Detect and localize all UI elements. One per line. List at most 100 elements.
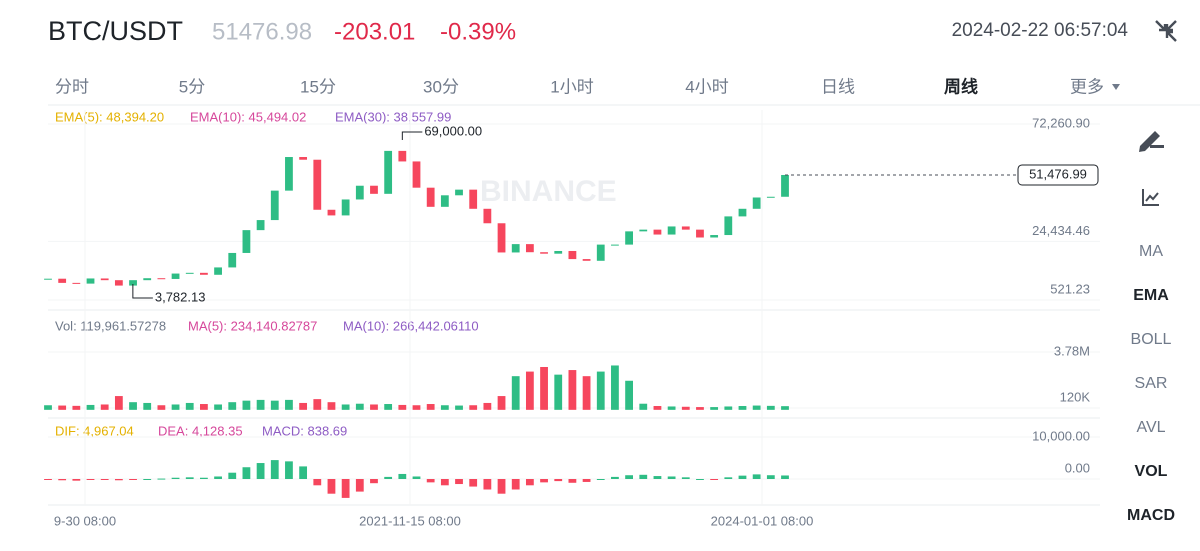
- macd-bar: [44, 479, 52, 480]
- macd-bar: [525, 479, 534, 486]
- tab[interactable]: 更多: [1070, 77, 1104, 96]
- low-label: 3,782.13: [155, 289, 206, 304]
- macd-bar: [440, 479, 449, 486]
- macd-bar: [568, 479, 577, 483]
- tab[interactable]: 分时: [55, 77, 89, 96]
- volume-bar: [313, 399, 322, 410]
- volume-bar: [582, 376, 591, 410]
- tab[interactable]: 1小时: [550, 77, 593, 96]
- candle: [384, 150, 393, 194]
- volume-bar: [299, 402, 308, 410]
- candle: [440, 195, 449, 207]
- candle: [469, 189, 478, 209]
- tab[interactable]: 15分: [300, 77, 336, 96]
- candle: [114, 280, 123, 286]
- candle: [625, 231, 633, 245]
- macd-bar: [242, 467, 251, 479]
- volume-bar: [129, 402, 137, 410]
- indicator[interactable]: EMA: [1133, 287, 1169, 304]
- legend: EMA(5): 48,394.20: [55, 109, 164, 124]
- tab[interactable]: 30分: [423, 77, 459, 96]
- macd-bar: [582, 479, 591, 482]
- macd-bar: [752, 474, 761, 479]
- volume-bar: [568, 370, 577, 410]
- macd-bar: [171, 477, 180, 479]
- tab[interactable]: 4小时: [685, 77, 728, 96]
- volume-bar: [525, 371, 534, 410]
- candle: [582, 259, 591, 261]
- legend: EMA(10): 45,494.02: [190, 109, 306, 124]
- collapse-icon[interactable]: [1155, 20, 1177, 42]
- volume-bar: [766, 405, 775, 410]
- candle: [724, 216, 733, 236]
- candle: [781, 174, 789, 197]
- candle: [299, 157, 308, 160]
- volume-bar: [270, 400, 279, 410]
- macd-bar: [625, 475, 633, 479]
- volume-bar: [242, 400, 251, 410]
- tab[interactable]: 日线: [821, 77, 855, 96]
- macd-bar: [143, 479, 152, 480]
- volume-bar: [327, 402, 336, 410]
- draw-icon[interactable]: [1139, 131, 1164, 152]
- candle: [681, 226, 690, 230]
- chart-icon[interactable]: [1142, 189, 1159, 206]
- macd-bar: [228, 472, 237, 479]
- candle: [653, 229, 662, 235]
- candle: [554, 250, 563, 254]
- y-tick-label: 120K: [1060, 389, 1091, 404]
- volume-bar: [412, 405, 421, 410]
- indicator[interactable]: MA: [1139, 243, 1163, 260]
- macd-bar: [200, 477, 208, 479]
- volume-bar: [341, 404, 350, 410]
- price: 51476.98: [212, 18, 312, 45]
- macd-bar: [554, 479, 563, 482]
- macd-bar: [724, 477, 733, 479]
- volume-bar: [171, 404, 180, 410]
- macd-bar: [710, 479, 719, 480]
- legend: Vol: 119,961.57278: [55, 318, 166, 333]
- indicator[interactable]: AVL: [1136, 419, 1165, 436]
- volume-bar: [653, 406, 662, 410]
- x-tick-label: 2021-11-15 08:00: [359, 513, 461, 528]
- low-leader: [132, 284, 153, 299]
- volume-bar: [696, 407, 704, 410]
- change: -203.01: [334, 18, 415, 45]
- y-tick-label: 3.78M: [1054, 343, 1090, 358]
- y-tick-label: 24,434.46: [1032, 223, 1090, 238]
- candle: [313, 159, 322, 210]
- macd-bar: [398, 473, 407, 479]
- candle: [540, 252, 548, 254]
- candle: [370, 185, 378, 194]
- tab[interactable]: 周线: [944, 76, 978, 96]
- tab[interactable]: 5分: [179, 77, 205, 96]
- candle: [256, 220, 265, 231]
- candle: [483, 208, 492, 224]
- macd-bar: [72, 479, 81, 481]
- macd-bar: [667, 476, 676, 479]
- indicator[interactable]: BOLL: [1131, 331, 1172, 348]
- volume-bar: [681, 406, 690, 410]
- volume-bar: [114, 396, 123, 410]
- indicator[interactable]: MACD: [1127, 507, 1175, 524]
- watermark: BINANCE: [480, 175, 617, 208]
- candle: [214, 267, 222, 275]
- legend: DEA: 4,128.35: [158, 423, 243, 438]
- indicator[interactable]: SAR: [1135, 375, 1168, 392]
- high-label: 69,000.00: [424, 123, 482, 138]
- candle: [157, 278, 166, 280]
- macd-bar: [355, 479, 364, 492]
- legend: MA(5): 234,140.82787: [188, 318, 317, 333]
- macd-bar: [214, 476, 222, 479]
- candle: [185, 272, 194, 274]
- macd-bar: [384, 476, 393, 479]
- candle: [497, 223, 506, 253]
- volume-bar: [469, 405, 478, 410]
- pair: BTC/USDT: [48, 16, 183, 46]
- macd-bar: [596, 479, 605, 480]
- indicator[interactable]: VOL: [1135, 463, 1168, 480]
- candle: [143, 278, 152, 281]
- macd-bar: [100, 479, 109, 480]
- legend: MA(10): 266,442.06110: [343, 318, 479, 333]
